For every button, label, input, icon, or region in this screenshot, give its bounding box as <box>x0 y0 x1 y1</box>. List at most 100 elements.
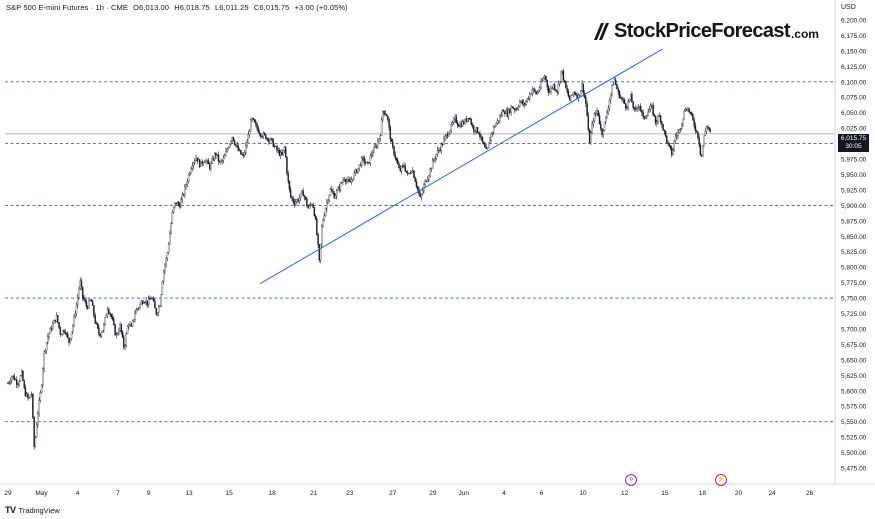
candle-body <box>602 130 604 135</box>
candle-body <box>221 160 223 162</box>
candle-body <box>419 193 421 198</box>
candle-body <box>510 106 512 113</box>
candle-body <box>323 215 326 221</box>
candle-body <box>172 206 175 213</box>
candle-body <box>190 168 192 174</box>
candle-body <box>282 150 284 156</box>
candle-body <box>409 173 411 174</box>
candle-body <box>494 126 496 128</box>
candle-body <box>414 177 416 183</box>
candle-body <box>444 135 446 140</box>
last-price-value: 6,015.75 <box>840 135 867 142</box>
candle-body <box>430 168 433 170</box>
candle-body <box>157 306 160 313</box>
candle-body <box>256 123 258 129</box>
candle-body <box>333 192 335 199</box>
candle-body <box>298 197 301 202</box>
candle-body <box>633 107 636 109</box>
candle-body <box>174 202 176 208</box>
event-marker-icon[interactable]: » <box>625 474 638 486</box>
candle-body <box>72 325 74 333</box>
candle-body <box>103 324 105 331</box>
candle-body <box>420 194 423 198</box>
candle-body <box>225 151 227 156</box>
candle-body <box>348 179 350 182</box>
candle-body <box>346 180 348 182</box>
candle-body <box>104 317 106 325</box>
candle-body <box>263 133 266 135</box>
candle-body <box>667 142 669 144</box>
candle-body <box>399 167 401 172</box>
candle-body <box>353 172 355 180</box>
candle-body <box>492 126 495 133</box>
candle-body <box>144 302 146 303</box>
candle-body <box>610 93 612 101</box>
candle-body <box>344 179 347 182</box>
candle-body <box>186 181 189 185</box>
x-tick-label: May <box>35 490 48 497</box>
candle-body <box>475 127 477 132</box>
candle-body <box>659 115 662 122</box>
candle-body <box>253 119 256 123</box>
x-tick-label: 18 <box>268 490 276 497</box>
candle-body <box>250 119 252 132</box>
candle-body <box>507 109 510 117</box>
candle-body <box>123 336 125 348</box>
candle-body <box>705 126 708 132</box>
candle-body <box>39 392 42 401</box>
symbol-label[interactable]: S&P 500 E-mini Futures · 1h · CME <box>6 3 128 12</box>
candle-body <box>48 333 50 337</box>
candle-body <box>405 170 408 173</box>
candle-body <box>332 191 334 194</box>
candle-body <box>597 110 599 116</box>
change-value: +3.00 (+0.05%) <box>294 3 348 12</box>
candle-body <box>148 298 150 305</box>
candle-body <box>220 160 222 163</box>
tradingview-attribution[interactable]: TV TradingView <box>5 505 60 515</box>
candle-body <box>337 187 339 191</box>
candle-body <box>648 109 651 113</box>
candle-body <box>448 133 450 137</box>
candle-body <box>501 110 504 116</box>
x-tick-label: 29 <box>429 490 437 497</box>
y-tick-label: 5,500.00 <box>841 450 867 457</box>
candle-body <box>149 298 151 300</box>
candle-body <box>79 280 81 289</box>
candle-body <box>566 87 568 92</box>
candle-body <box>9 380 12 383</box>
y-tick-label: 5,700.00 <box>841 326 867 333</box>
candle-body <box>451 122 454 125</box>
y-tick-label: 6,075.00 <box>841 95 867 102</box>
candle-body <box>292 198 294 202</box>
trendline[interactable] <box>259 48 663 285</box>
candle-body <box>349 181 352 183</box>
candle-body <box>367 161 369 163</box>
candle-body <box>682 118 684 125</box>
candle-body <box>698 137 700 145</box>
candle-body <box>33 417 35 447</box>
candle-body <box>316 219 318 235</box>
candle-body <box>459 123 461 127</box>
candle-body <box>443 138 445 145</box>
y-tick-label: 6,125.00 <box>841 64 867 71</box>
candle-body <box>395 157 398 161</box>
candle-body <box>258 132 261 135</box>
candle-body <box>297 199 299 202</box>
candle-body <box>283 147 286 151</box>
candle-body <box>490 133 492 141</box>
candle-body <box>120 324 123 333</box>
candle-body <box>109 312 111 315</box>
candle-body <box>261 136 263 138</box>
candle-body <box>201 161 203 165</box>
candle-body <box>191 165 194 170</box>
y-tick-label: 5,600.00 <box>841 388 867 395</box>
candle-body <box>642 112 644 117</box>
candle-body <box>347 179 349 181</box>
candle-body <box>247 134 250 143</box>
event-marker-icon[interactable]: ⚡ <box>715 474 728 486</box>
candle-body <box>439 149 441 151</box>
candle-body <box>204 161 206 163</box>
candle-body <box>656 121 658 124</box>
candle-body <box>70 331 73 339</box>
